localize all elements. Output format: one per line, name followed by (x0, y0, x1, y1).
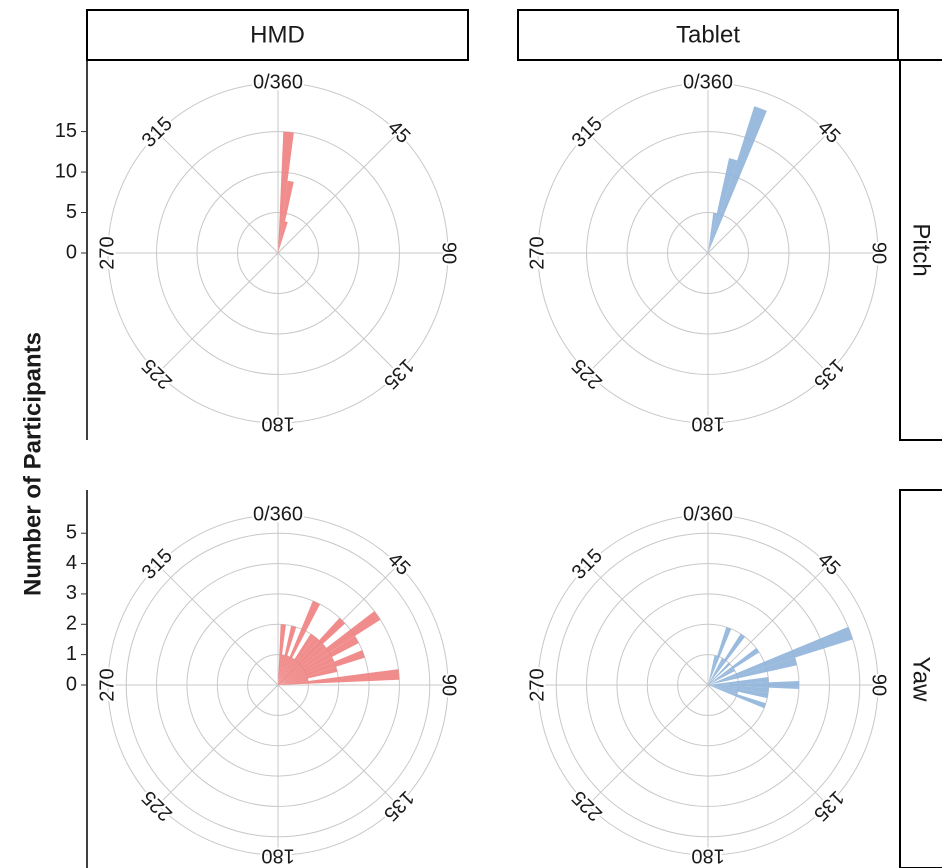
angle-tick-label: 90 (438, 242, 460, 264)
angle-tick-label: 180 (691, 413, 724, 435)
y-tick-label: 0 (66, 241, 77, 263)
y-tick-label: 0 (66, 673, 77, 695)
angle-tick-label: 0/360 (253, 71, 303, 93)
angle-tick-label: 180 (691, 845, 724, 867)
y-tick-label: 3 (66, 582, 77, 604)
bar (708, 657, 797, 685)
y-tick-label: 2 (66, 613, 77, 635)
angle-tick-label: 90 (868, 674, 890, 696)
facet-strip (899, 489, 942, 868)
bar (708, 633, 745, 685)
bar (278, 654, 285, 685)
bar (708, 627, 732, 685)
y-tick-label: 10 (55, 160, 77, 182)
bar (708, 158, 738, 253)
grid-spoke (587, 564, 709, 686)
bar (278, 617, 346, 685)
grid-spoke (157, 252, 279, 374)
angle-tick-label: 180 (261, 845, 294, 867)
angle-tick-label: 90 (868, 242, 890, 264)
bar (278, 643, 327, 685)
bar (708, 662, 731, 685)
bar (278, 678, 309, 685)
bar (708, 655, 718, 685)
grid-spoke (157, 564, 279, 686)
bar (708, 648, 760, 685)
angle-tick-label: 270 (96, 236, 118, 269)
grid-spoke (157, 132, 279, 254)
grid-spoke (587, 684, 709, 806)
y-tick-label: 15 (55, 120, 77, 142)
bar (278, 666, 338, 685)
angle-tick-label: 0/360 (683, 503, 733, 525)
facet-label: Pitch (908, 223, 935, 276)
bar (278, 131, 294, 253)
angle-tick-label: 0/360 (253, 503, 303, 525)
grid-spoke (707, 132, 829, 254)
facet-strip (517, 9, 899, 61)
bar (278, 624, 286, 685)
y-tick-label: 1 (66, 643, 77, 665)
bar (278, 650, 365, 685)
bar (708, 668, 735, 685)
bar (278, 633, 315, 685)
bar (278, 636, 359, 685)
bar (278, 669, 400, 685)
bar (708, 685, 769, 699)
bar (708, 685, 738, 695)
angle-tick-label: 270 (526, 668, 548, 701)
bar (708, 681, 800, 689)
grid-spoke (277, 252, 399, 374)
bar (278, 625, 297, 685)
bar (278, 636, 320, 685)
grid-spoke (277, 684, 399, 806)
grid-spoke (587, 132, 709, 254)
facet-label: HMD (250, 21, 305, 48)
bar (708, 106, 767, 253)
angle-tick-label: 270 (96, 668, 118, 701)
bar (708, 212, 717, 253)
bar (278, 600, 321, 685)
y-tick-label: 5 (66, 521, 77, 543)
bar (278, 658, 295, 685)
bar (278, 611, 381, 685)
bar (278, 656, 335, 685)
angle-tick-label: 90 (438, 674, 460, 696)
grid-spoke (277, 132, 399, 254)
bar (708, 677, 769, 685)
facet-strip (899, 59, 942, 441)
bar (278, 180, 294, 253)
facet-strip (86, 9, 469, 61)
grid-spoke (157, 684, 279, 806)
facet-label: Tablet (676, 21, 740, 48)
y-tick-label: 5 (66, 201, 77, 223)
grid-spoke (707, 684, 829, 806)
bar (708, 626, 853, 685)
bar (708, 685, 766, 709)
y-axis-label: Number of Participants (19, 332, 46, 596)
bar (278, 656, 290, 685)
facet-label: Yaw (908, 657, 935, 703)
y-tick-label: 4 (66, 552, 77, 574)
bar (278, 221, 288, 253)
grid-spoke (707, 252, 829, 374)
bar (708, 658, 725, 685)
angle-tick-label: 180 (261, 413, 294, 435)
bar (708, 685, 769, 693)
grid-spoke (587, 252, 709, 374)
angle-tick-label: 0/360 (683, 71, 733, 93)
angle-tick-label: 270 (526, 236, 548, 269)
